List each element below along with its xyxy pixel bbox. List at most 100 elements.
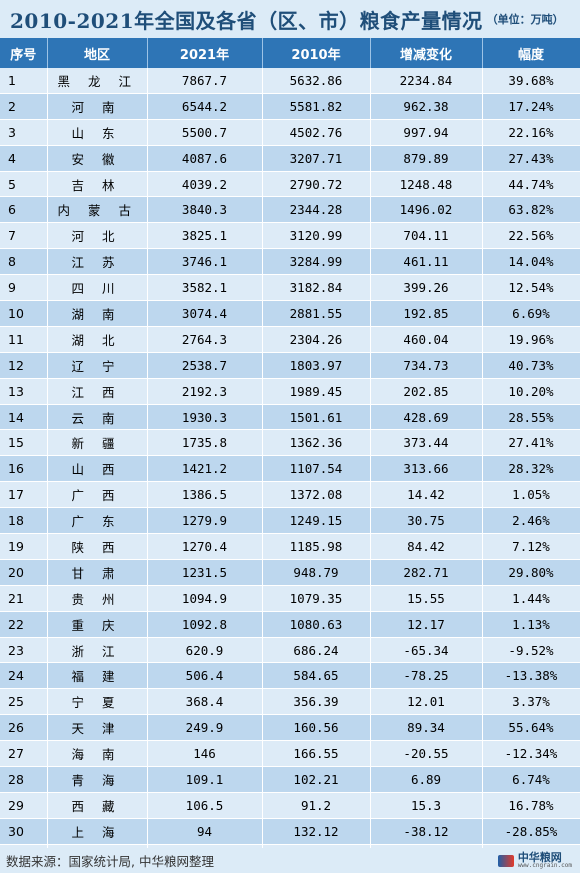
cell-region: 福建 <box>47 662 148 690</box>
cell-2021: 94 <box>147 818 263 845</box>
cell-index: 11 <box>0 326 48 353</box>
cell-2021: 2764.3 <box>147 326 263 353</box>
cell-region: 浙江 <box>47 637 148 664</box>
cell-2021: 6544.2 <box>147 93 263 120</box>
cell-change: 1496.02 <box>370 196 483 224</box>
cell-region: 重庆 <box>47 611 148 638</box>
cell-2021: 3746.1 <box>147 248 263 276</box>
cell-region: 安徽 <box>47 145 148 172</box>
title-bar: 2010-2021年全国及各省（区、市）粮食产量情况 （单位：万吨） <box>0 0 580 38</box>
table-row: 10 湖南 3074.4 2881.55 192.85 6.69% <box>0 300 580 327</box>
cell-2010: 1989.45 <box>262 378 371 405</box>
cell-change: 461.11 <box>370 248 483 276</box>
cell-index: 22 <box>0 611 48 638</box>
cell-2021: 1386.5 <box>147 481 263 509</box>
cell-2021: 7867.7 <box>147 68 263 94</box>
table-row: 24 福建 506.4 584.65 -78.25 -13.38% <box>0 662 580 690</box>
cell-percent: 12.54% <box>482 274 580 302</box>
cell-percent: 28.32% <box>482 455 580 483</box>
cell-2021: 1279.9 <box>147 507 263 535</box>
cell-2021: 1930.3 <box>147 404 263 431</box>
cell-2010: 1501.61 <box>262 404 371 431</box>
table-body: 1 黑龙江 7867.7 5632.86 2234.84 39.68% 2 河南 6544.2 5… <box>0 68 580 871</box>
logo-name: 中华粮网 <box>517 851 562 864</box>
cell-index: 3 <box>0 119 48 146</box>
cell-region: 山西 <box>47 455 148 483</box>
cell-index: 26 <box>0 714 48 742</box>
header-percent: 幅度 <box>482 38 580 68</box>
cell-2021: 4039.2 <box>147 171 263 198</box>
cell-2010: 948.79 <box>262 559 371 586</box>
table-row: 17 广西 1386.5 1372.08 14.42 1.05% <box>0 481 580 509</box>
cell-2021: 620.9 <box>147 637 263 664</box>
cell-2010: 3284.99 <box>262 248 371 276</box>
cell-2010: 2304.26 <box>262 326 371 353</box>
cell-percent: 1.44% <box>482 585 580 612</box>
cell-2021: 1421.2 <box>147 455 263 483</box>
cell-percent: 14.04% <box>482 248 580 276</box>
table-row: 4 安徽 4087.6 3207.71 879.89 27.43% <box>0 145 580 172</box>
cell-2021: 109.1 <box>147 766 263 793</box>
cell-change: 460.04 <box>370 326 483 353</box>
header-2021: 2021年 <box>147 38 263 68</box>
cell-index: 1 <box>0 68 48 94</box>
cell-region: 青海 <box>47 766 148 793</box>
cell-percent: 28.55% <box>482 404 580 431</box>
cell-percent: 1.13% <box>482 611 580 638</box>
cell-region: 广东 <box>47 507 148 535</box>
cell-index: 23 <box>0 637 48 664</box>
cell-2010: 5581.82 <box>262 93 371 120</box>
table-row: 22 重庆 1092.8 1080.63 12.17 1.13% <box>0 611 580 638</box>
cell-index: 8 <box>0 248 48 276</box>
cell-change: 282.71 <box>370 559 483 586</box>
cell-percent: -28.85% <box>482 818 580 845</box>
table-row: 18 广东 1279.9 1249.15 30.75 2.46% <box>0 507 580 535</box>
cell-index: 21 <box>0 585 48 612</box>
cell-index: 24 <box>0 662 48 690</box>
cell-index: 12 <box>0 352 48 379</box>
cell-percent: 29.80% <box>482 559 580 586</box>
table-row: 13 江西 2192.3 1989.45 202.85 10.20% <box>0 378 580 405</box>
logo-url: www.cngrain.com <box>517 862 572 869</box>
cell-2010: 2344.28 <box>262 196 371 224</box>
cell-change: -38.12 <box>370 818 483 845</box>
cngrain-logo: 中华粮网 www.cngrain.com <box>497 852 580 869</box>
cell-change: -78.25 <box>370 662 483 690</box>
header-change: 增减变化 <box>370 38 483 68</box>
cell-2010: 3182.84 <box>262 274 371 302</box>
cell-change: 30.75 <box>370 507 483 535</box>
cell-change: -65.34 <box>370 637 483 664</box>
table-row: 11 湖北 2764.3 2304.26 460.04 19.96% <box>0 326 580 353</box>
cell-region: 湖南 <box>47 300 148 327</box>
cell-change: 12.17 <box>370 611 483 638</box>
cell-region: 河北 <box>47 222 148 250</box>
cell-2021: 3582.1 <box>147 274 263 302</box>
logo-text: 中华粮网 www.cngrain.com <box>518 852 572 869</box>
cell-2021: 368.4 <box>147 688 263 716</box>
cell-percent: 22.56% <box>482 222 580 250</box>
cell-region: 河南 <box>47 93 148 120</box>
cell-change: 6.89 <box>370 766 483 793</box>
cell-2021: 3074.4 <box>147 300 263 327</box>
table-row: 7 河北 3825.1 3120.99 704.11 22.56% <box>0 222 580 250</box>
cell-2010: 1249.15 <box>262 507 371 535</box>
cell-percent: 1.05% <box>482 481 580 509</box>
grain-output-table: 序号 地区 2021年 2010年 增减变化 幅度 1 黑龙江 7867.7 5632… <box>0 38 580 871</box>
cell-change: -20.55 <box>370 740 483 768</box>
cell-2010: 160.56 <box>262 714 371 742</box>
table-row: 5 吉林 4039.2 2790.72 1248.48 44.74% <box>0 171 580 198</box>
cell-percent: -12.34% <box>482 740 580 768</box>
cell-index: 6 <box>0 196 48 224</box>
cell-2010: 1362.36 <box>262 429 371 457</box>
table-row: 27 海南 146 166.55 -20.55 -12.34% <box>0 740 580 768</box>
cell-percent: -13.38% <box>482 662 580 690</box>
cell-change: 192.85 <box>370 300 483 327</box>
cell-percent: 44.74% <box>482 171 580 198</box>
table-row: 25 宁夏 368.4 356.39 12.01 3.37% <box>0 688 580 716</box>
cell-index: 10 <box>0 300 48 327</box>
cell-2021: 2538.7 <box>147 352 263 379</box>
cell-2021: 5500.7 <box>147 119 263 146</box>
cell-2010: 686.24 <box>262 637 371 664</box>
cell-percent: 16.78% <box>482 792 580 819</box>
